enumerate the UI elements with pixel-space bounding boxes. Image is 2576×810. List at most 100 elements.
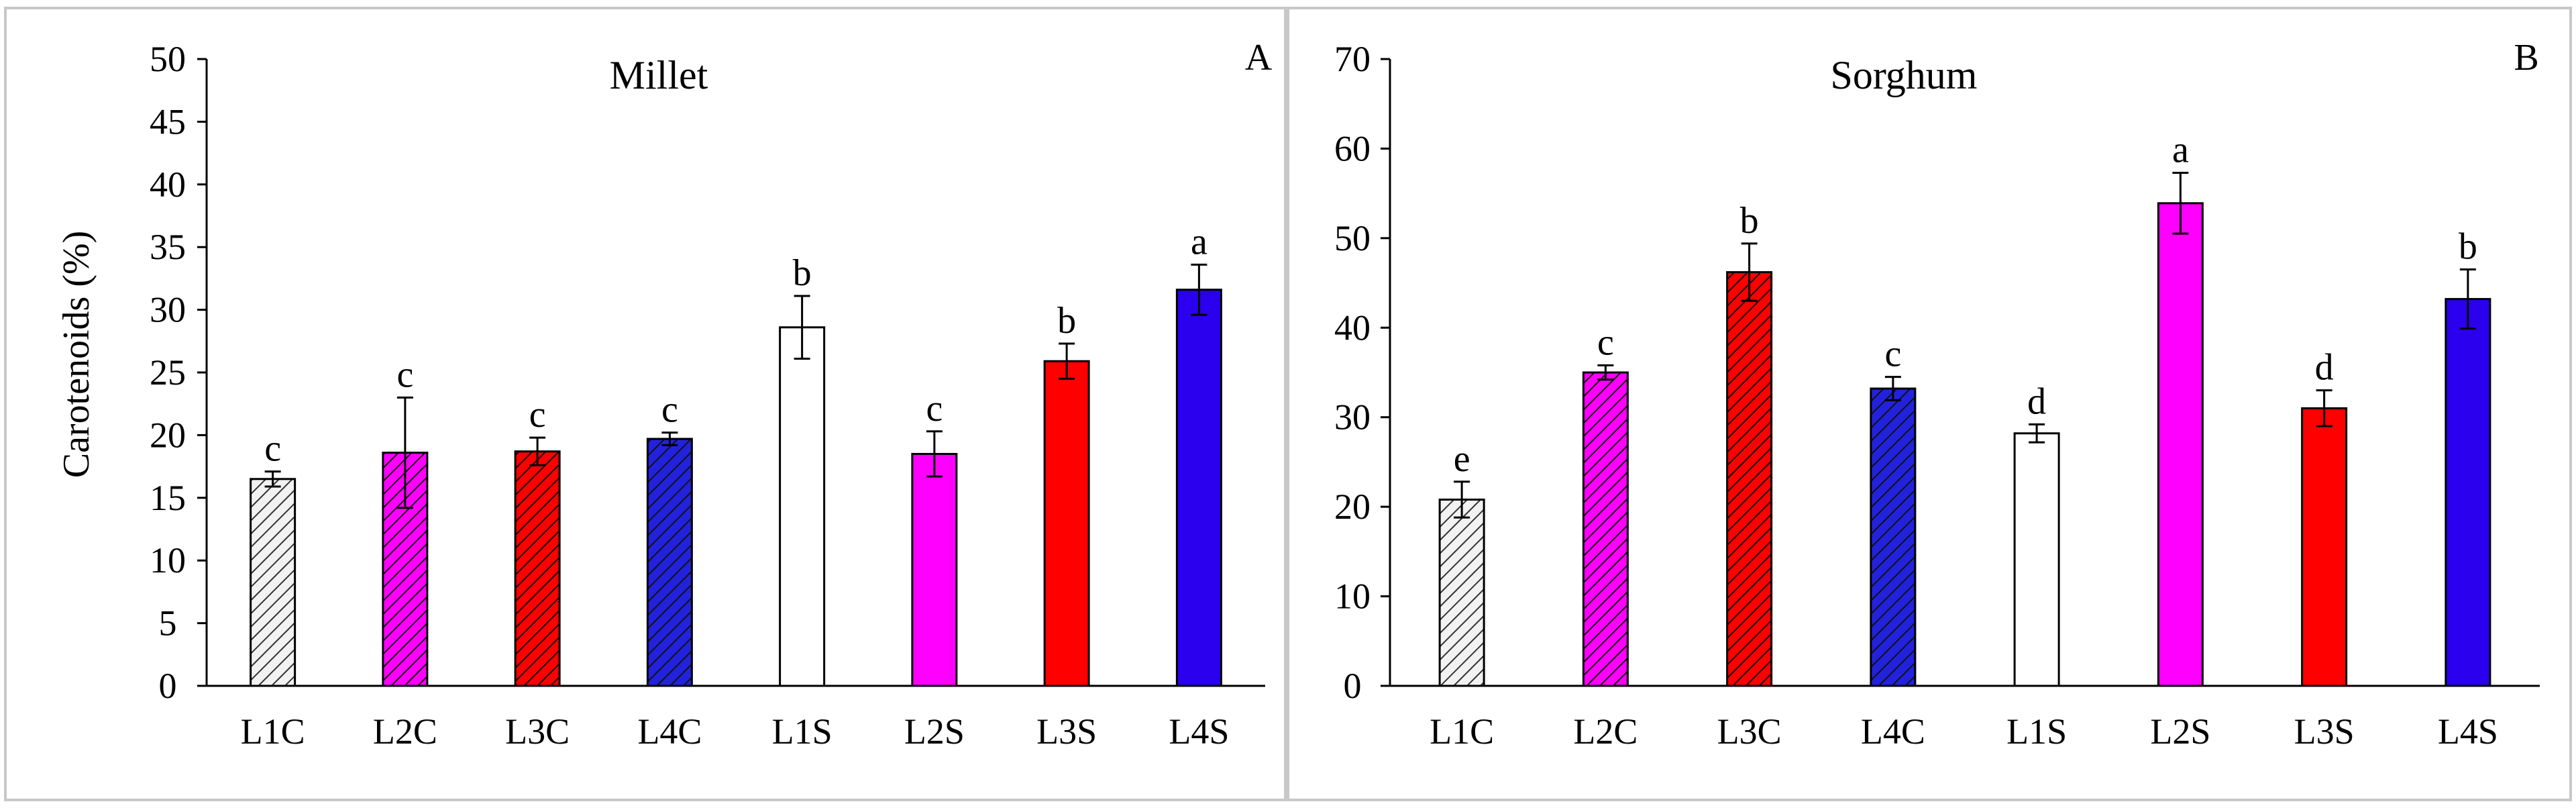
panel-a-category-l3c: L3C	[505, 711, 570, 752]
panel-a-letter-l2c: c	[396, 354, 413, 395]
panel-a-error-bar-l2s	[926, 430, 943, 478]
panel-b-sorghum: Sorghum B 0 10 20 30 40 50 60 70 e c b c d a d b L1C L2…	[1287, 7, 2572, 801]
panel-b-category-l2s: L2S	[2150, 711, 2210, 752]
panel-a-y-tick-label: 5	[159, 603, 177, 644]
panel-b-category-l3s: L3S	[2294, 711, 2355, 752]
panel-a-y-tick-label: 40	[150, 164, 186, 205]
panel-b-y-ticks: 0 10 20 30 40 50 60 70	[1334, 39, 1390, 706]
panel-b-bar-l1s	[2013, 432, 2060, 687]
panel-a-millet: Carotenoids (%) Millet A 0 5 10 15 20 25 30 35 4…	[4, 7, 1287, 801]
panel-a-error-bar-l4c	[661, 432, 678, 446]
panel-b-letter-l2c: c	[1597, 321, 1614, 363]
panel-b-letter-l1c: e	[1454, 438, 1470, 480]
panel-b-error-bars	[1454, 171, 2476, 519]
panel-a-letter-l4s: a	[1191, 221, 1208, 262]
panel-a-category-l4c: L4C	[637, 711, 702, 752]
panel-b-letter-l4c: c	[1884, 334, 1901, 375]
panel-a-error-bar-l2c	[396, 396, 413, 509]
panel-a-error-bar-l3s	[1059, 342, 1075, 380]
panel-a-bar-l4s	[1175, 289, 1222, 687]
panel-a-y-tick-label: 30	[150, 290, 186, 330]
panel-a-category-l4s: L4S	[1169, 711, 1229, 752]
panel-b-bar-l4s	[2445, 298, 2491, 687]
panel-a-error-bar-l1s	[794, 295, 810, 360]
panel-a-error-bar-l3c	[529, 436, 546, 466]
panel-b-bar-l1c	[1438, 498, 1485, 687]
panel-b-letter-l2s: a	[2172, 129, 2189, 170]
panel-a-bars	[250, 289, 1222, 687]
panel-a-y-tick-label: 45	[150, 101, 186, 142]
panel-b-bar-l2s	[2157, 202, 2204, 687]
panel-b-category-l3c: L3C	[1717, 711, 1782, 752]
panel-b-error-bar-l3c	[1741, 242, 1758, 302]
panel-a-letter-l1c: c	[264, 428, 281, 470]
panel-a-letter-l2s: c	[926, 388, 943, 429]
panel-a-letter-l4c: c	[661, 389, 678, 431]
panel-b-y-tick-label: 0	[1344, 666, 1362, 706]
panel-a-error-bars	[264, 263, 1208, 509]
panel-a-y-tick-label: 0	[159, 666, 177, 706]
panel-b-y-tick-label: 60	[1334, 128, 1371, 168]
panel-b-category-labels: L1C L2C L3C L4C L1S L2S L3S L4S	[1430, 711, 2498, 752]
panel-a-category-l1c: L1C	[241, 711, 305, 752]
panel-a-bar-l1c	[250, 478, 297, 687]
panel-a-category-l3s: L3S	[1036, 711, 1097, 752]
panel-b-y-tick-label: 20	[1334, 487, 1371, 527]
panel-b-letter-l3c: b	[1740, 200, 1759, 242]
panel-a-y-tick-label: 35	[150, 227, 186, 267]
panel-a-letter-l1s: b	[793, 252, 812, 294]
panel-a-y-ticks: 0 5 10 15 20 25 30 35 40 45 50	[150, 39, 207, 706]
panel-a-category-l2c: L2C	[373, 711, 437, 752]
panel-b-error-bar-l2s	[2172, 171, 2189, 235]
panel-a-bar-l1s	[779, 326, 826, 687]
panel-b-letter-l3s: d	[2315, 347, 2334, 389]
panel-b-category-l4s: L4S	[2438, 711, 2498, 752]
panel-b-y-tick-label: 70	[1334, 39, 1371, 79]
panel-a-label: A	[1245, 37, 1273, 79]
panel-b-frame	[1287, 7, 2572, 801]
panel-a-letter-l3s: b	[1057, 300, 1076, 342]
panel-b-y-tick-label: 30	[1334, 397, 1371, 438]
panel-b-category-l2c: L2C	[1573, 711, 1638, 752]
panel-a-error-bar-l4s	[1191, 263, 1208, 316]
panel-a-title: Millet	[610, 53, 708, 97]
panel-b-letter-l1s: d	[2027, 381, 2046, 422]
panel-b-error-bar-l3s	[2316, 389, 2332, 427]
panel-b-y-tick-label: 50	[1334, 218, 1371, 258]
panel-b-error-bar-l2c	[1597, 364, 1614, 381]
panel-a-y-tick-label: 20	[150, 415, 186, 455]
panel-b-category-l4c: L4C	[1861, 711, 1925, 752]
panel-b-bar-l3c	[1726, 271, 1773, 687]
panel-a-bar-l3s	[1043, 360, 1090, 687]
panel-a-bar-l4c	[646, 438, 693, 687]
panel-b-bar-l2c	[1582, 371, 1629, 687]
panel-a-bar-l3c	[514, 450, 561, 687]
panel-a-y-tick-label: 10	[150, 540, 186, 580]
panel-b-letter-l4s: b	[2459, 226, 2477, 268]
panel-a-bar-l2s	[911, 452, 958, 687]
panel-a-y-tick-label: 50	[150, 39, 186, 79]
panel-b-category-l1c: L1C	[1430, 711, 1494, 752]
panel-a-significance-letters: c c c c b c b a	[264, 221, 1208, 469]
panel-a-category-l1s: L1S	[772, 711, 833, 752]
panel-b-y-tick-label: 10	[1334, 576, 1371, 617]
panel-b-title: Sorghum	[1831, 53, 1978, 97]
panel-a-category-l2s: L2S	[904, 711, 965, 752]
y-axis-label: Carotenoids (%)	[56, 231, 97, 478]
panel-b-y-tick-label: 40	[1334, 307, 1371, 348]
panel-a-error-bar-l1c	[264, 470, 281, 488]
panel-a-category-labels: L1C L2C L3C L4C L1S L2S L3S L4S	[241, 711, 1230, 752]
panel-b-error-bar-l4c	[1884, 376, 1901, 401]
panel-b-error-bar-l1c	[1454, 480, 1470, 519]
panel-b-bar-l3s	[2301, 407, 2348, 687]
panel-b-category-l1s: L1S	[2006, 711, 2067, 752]
panel-b-label: B	[2514, 37, 2538, 79]
panel-b-error-bar-l4s	[2459, 268, 2476, 330]
panel-b-error-bar-l1s	[2029, 423, 2045, 444]
panel-a-y-tick-label: 25	[150, 352, 186, 393]
panel-a-letter-l3c: c	[529, 394, 546, 436]
panel-b-bar-l4c	[1870, 387, 1917, 687]
panel-a-frame	[4, 7, 1287, 801]
panel-b-significance-letters: e c b c d a d b	[1454, 129, 2477, 479]
